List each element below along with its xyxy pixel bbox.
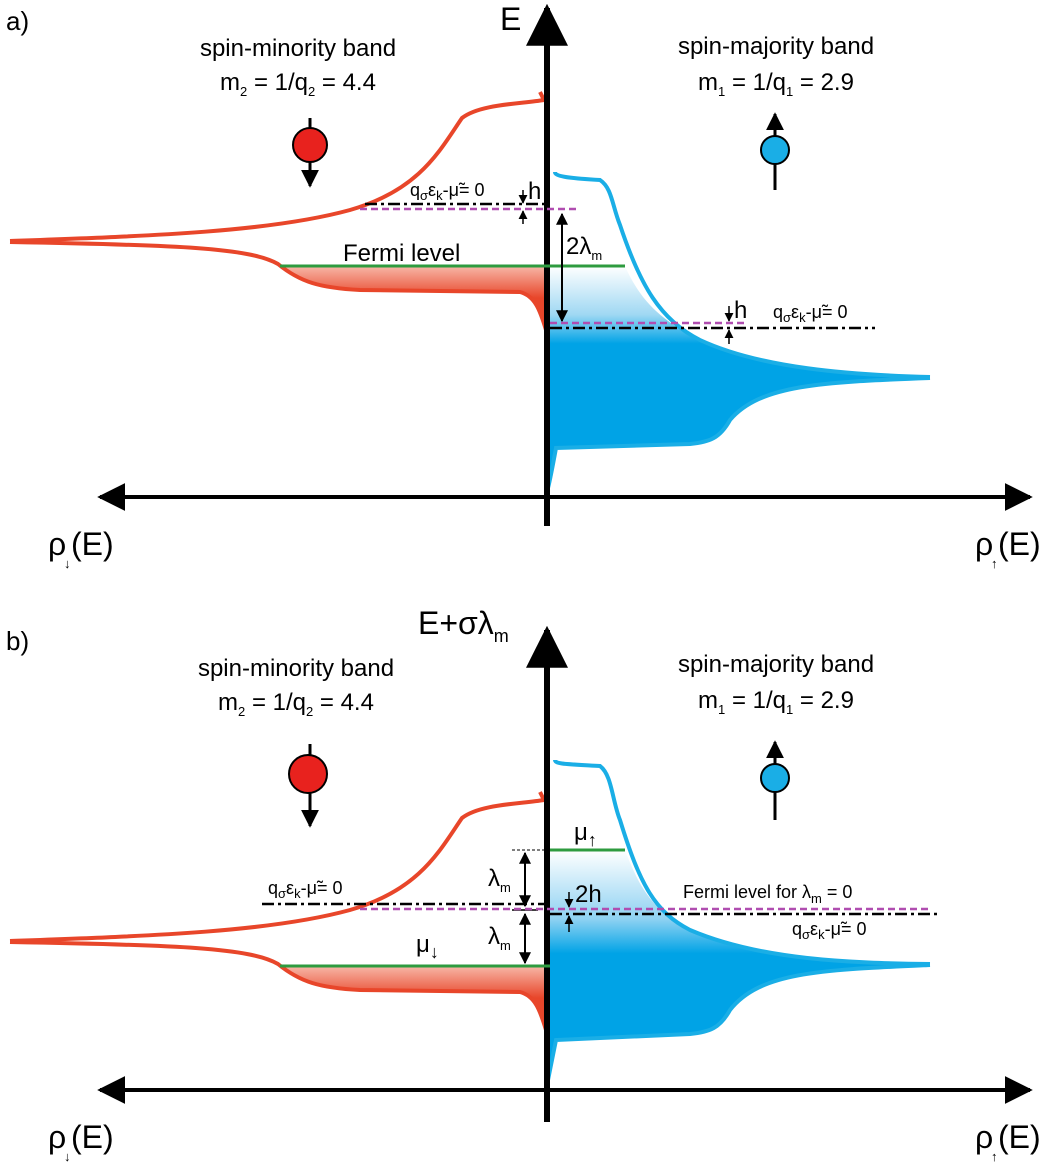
panel-b-mu-up-label: μ↑ bbox=[574, 819, 597, 850]
svg-text:ρ: ρ bbox=[48, 526, 66, 562]
panel-b-dos-right-label: ρ ↑ (E) bbox=[975, 1119, 1041, 1164]
svg-text:ρ: ρ bbox=[975, 526, 993, 562]
panel-a: a) E ρ ↓ (E) ρ ↑ (E) spin-minority band … bbox=[6, 1, 1041, 571]
panel-b-minority-eq: m2 = 1/q2 = 4.4 bbox=[218, 689, 374, 719]
svg-text:↓: ↓ bbox=[64, 1149, 71, 1164]
panel-a-majority-title: spin-majority band bbox=[678, 33, 874, 60]
panel-a-condition-label-upper: qσεk-μ̃= 0 bbox=[410, 180, 484, 203]
panel-b-minority-curve-upper bbox=[9, 798, 545, 943]
panel-a-label: a) bbox=[6, 6, 29, 36]
svg-text:h: h bbox=[528, 178, 541, 205]
panel-b-energy-axis-label: E+σλm bbox=[418, 605, 509, 646]
svg-text:↑: ↑ bbox=[991, 1149, 998, 1164]
panel-b-lambda-label-lower: λm bbox=[488, 923, 511, 953]
panel-a-majority-curve-upper bbox=[553, 171, 931, 379]
panel-b-dos-left-label: ρ ↓ (E) bbox=[48, 1119, 114, 1164]
panel-a-dos-left-label: ρ ↓ (E) bbox=[48, 526, 114, 571]
panel-a-energy-axis-label: E bbox=[500, 1, 521, 37]
panel-a-spin-down-icon bbox=[292, 118, 328, 188]
panel-b-mu-down-label: μ↓ bbox=[416, 931, 439, 962]
panel-b-spin-down-icon bbox=[288, 744, 328, 828]
panel-b-condition-label-right: qσεk-μ̃= 0 bbox=[792, 919, 866, 942]
panel-b-majority-fill bbox=[548, 850, 930, 1080]
panel-b-fermi-zero-label: Fermi level for λm = 0 bbox=[683, 882, 852, 906]
panel-a-h-marker-upper: h bbox=[518, 178, 541, 224]
panel-a-majority-eq: m1 = 1/q1 = 2.9 bbox=[698, 69, 854, 99]
panel-b-minority-spike bbox=[538, 791, 546, 801]
panel-b-majority-curve-lower bbox=[546, 963, 931, 1081]
panel-a-minority-eq: m2 = 1/q2 = 4.4 bbox=[220, 69, 376, 99]
panel-b-minority-curve-lower bbox=[9, 940, 548, 1031]
panel-a-majority-curve-lower bbox=[546, 376, 931, 489]
svg-text:↑: ↑ bbox=[991, 556, 998, 571]
svg-text:ρ: ρ bbox=[975, 1119, 993, 1155]
panel-b-lambda-label-upper: λm bbox=[488, 865, 511, 895]
panel-b-majority-curve-upper bbox=[553, 759, 931, 966]
panel-a-minority-title: spin-minority band bbox=[200, 35, 396, 62]
panel-b-majority-eq: m1 = 1/q1 = 2.9 bbox=[698, 687, 854, 717]
svg-text:(E): (E) bbox=[71, 1119, 114, 1155]
svg-text:↓: ↓ bbox=[64, 556, 71, 571]
panel-b-condition-label-left: qσεk-μ̃= 0 bbox=[268, 878, 342, 901]
panel-b: b) E+σλm ρ ↓ (E) ρ ↑ (E) spin-minority b… bbox=[6, 605, 1041, 1164]
svg-text:(E): (E) bbox=[998, 526, 1041, 562]
panel-b-label: b) bbox=[6, 626, 29, 656]
panel-a-fermi-level-label: Fermi level bbox=[343, 240, 460, 267]
panel-a-minority-curve-lower bbox=[9, 240, 548, 331]
panel-b-minority-fill bbox=[280, 966, 546, 1030]
svg-text:ρ: ρ bbox=[48, 1119, 66, 1155]
panel-a-spin-up-icon bbox=[760, 112, 790, 190]
panel-b-two-h-marker: 2h bbox=[564, 881, 602, 932]
panel-a-minority-spike bbox=[538, 91, 546, 101]
panel-b-spin-up-icon bbox=[760, 740, 790, 820]
panel-a-majority-fill bbox=[548, 266, 930, 488]
svg-text:2h: 2h bbox=[575, 881, 602, 908]
panel-a-minority-fill bbox=[280, 266, 546, 330]
panel-a-h-marker-lower: h bbox=[724, 297, 747, 344]
svg-text:(E): (E) bbox=[71, 526, 114, 562]
panel-a-gap-label: 2λm bbox=[566, 233, 602, 263]
svg-text:h: h bbox=[734, 297, 747, 324]
panel-a-dos-right-label: ρ ↑ (E) bbox=[975, 526, 1041, 571]
panel-b-majority-title: spin-majority band bbox=[678, 651, 874, 678]
panel-b-minority-title: spin-minority band bbox=[198, 655, 394, 682]
panel-a-minority-curve-upper bbox=[9, 98, 545, 243]
panel-a-condition-label-lower: qσεk-μ̃= 0 bbox=[773, 302, 847, 325]
svg-text:(E): (E) bbox=[998, 1119, 1041, 1155]
